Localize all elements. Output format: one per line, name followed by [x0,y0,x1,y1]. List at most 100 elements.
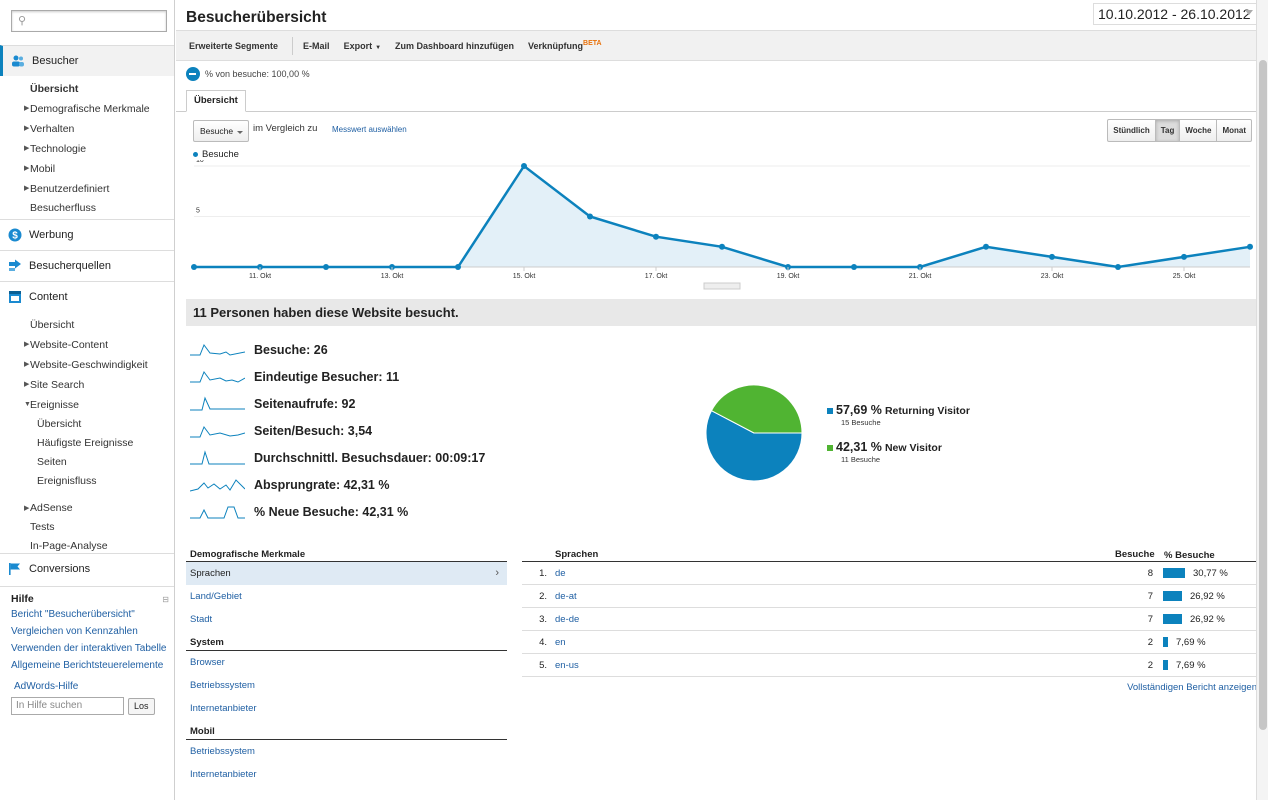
sidebar-item-adsense[interactable]: ▶AdSense [0,499,174,518]
data-point[interactable] [191,264,197,270]
sidebar-item-content-uebersicht[interactable]: Übersicht [30,319,75,331]
sidebar-item-ereignisfluss[interactable]: Ereignisfluss [37,475,97,487]
metric-row[interactable]: Besuche: 26 [190,336,485,363]
language-link[interactable]: de [555,568,566,579]
metric-row[interactable]: Seiten/Besuch: 3,54 [190,417,485,444]
data-point[interactable] [1049,253,1055,260]
row-language[interactable]: en [555,631,1115,653]
sidebar-item-geschwindigkeit[interactable]: ▶Website-Geschwindigkeit [0,355,174,375]
system-item-betriebssystem[interactable]: Betriebssystem [190,680,255,691]
sidebar-item-ereignisse-uebersicht[interactable]: Übersicht [37,418,82,430]
sidebar-item-verhalten[interactable]: ▶Verhalten [0,119,174,139]
metric-row[interactable]: Seitenaufrufe: 92 [190,390,485,417]
segment-toggle-icon[interactable] [186,67,200,81]
column-header-language[interactable]: Sprachen [555,549,599,560]
advanced-segments-button[interactable]: Erweiterte Segmente [189,40,279,51]
data-point[interactable] [653,233,659,240]
date-range-picker[interactable]: 10.10.2012 - 26.10.2012 [1093,3,1258,25]
sidebar-item-site-search[interactable]: ▶Site Search [0,375,174,395]
table-row[interactable]: 1. de 8 30,77 % [522,562,1257,585]
sidebar-item-in-page-analyse[interactable]: In-Page-Analyse [30,540,108,552]
table-row[interactable]: 5. en-us 2 7,69 % [522,654,1257,677]
sidebar-item-seiten[interactable]: Seiten [37,456,67,468]
shortcut-button[interactable]: VerknüpfungBETA [528,40,602,51]
data-point[interactable] [1181,253,1187,260]
demo-item-land[interactable]: Land/Gebiet [190,591,242,602]
table-row[interactable]: 2. de-at 7 26,92 % [522,585,1257,608]
granularity-week-button[interactable]: Woche [1180,119,1218,142]
sidebar-item-demografie[interactable]: ▶Demografische Merkmale [0,99,174,119]
visitor-type-pie-chart[interactable] [706,385,806,485]
sidebar-section-werbung[interactable]: $ Werbung [0,219,174,250]
collapse-icon[interactable]: ⊟ [162,595,169,604]
pie-slice[interactable] [706,410,803,482]
metric-row[interactable]: Eindeutige Besucher: 11 [190,363,485,390]
help-search-input[interactable]: In Hilfe suchen [11,697,124,715]
row-language[interactable]: de-de [555,608,1115,630]
column-header-pct[interactable]: % Besuche [1164,549,1215,561]
help-link[interactable]: Bericht "Besucherübersicht" [11,609,135,620]
metric-row[interactable]: Durchschnittl. Besuchsdauer: 00:09:17 [190,444,485,471]
full-report-link[interactable]: Vollständigen Bericht anzeigen [1127,682,1257,693]
sidebar-section-conversions[interactable]: Conversions [0,553,174,584]
data-point[interactable] [1115,264,1121,270]
help-search-button[interactable]: Los [128,697,155,715]
scrollbar[interactable] [1256,0,1268,800]
sidebar-item-website-content[interactable]: ▶Website-Content [0,335,174,355]
sidebar-item-ereignisse[interactable]: ▼Ereignisse [0,395,174,415]
help-link[interactable]: Allgemeine Berichtsteuerelemente [11,660,164,671]
metric-row[interactable]: Absprungrate: 42,31 % [190,471,485,498]
row-language[interactable]: en-us [555,654,1115,676]
row-language[interactable]: de [555,562,1115,584]
data-point[interactable] [983,243,989,250]
language-link[interactable]: de-de [555,614,580,625]
metric-row[interactable]: % Neue Besuche: 42,31 % [190,498,485,525]
system-item-internetanbieter[interactable]: Internetanbieter [190,703,257,714]
data-point[interactable] [455,264,461,270]
granularity-day-button[interactable]: Tag [1155,119,1181,142]
scrollbar-thumb[interactable] [1259,60,1267,730]
sidebar-section-content[interactable]: Content [0,281,174,312]
chart-resize-handle[interactable] [703,282,741,290]
data-point[interactable] [521,163,527,169]
sidebar-section-besucher[interactable]: Besucher [0,45,174,76]
sidebar-item-mobil[interactable]: ▶Mobil [0,159,174,179]
sidebar-item-haeufigste-ereignisse[interactable]: Häufigste Ereignisse [37,437,134,449]
sidebar-item-uebersicht[interactable]: Übersicht [30,83,79,95]
column-header-visits[interactable]: Besuche [1115,549,1155,560]
pie-slice[interactable] [710,385,803,434]
row-language[interactable]: de-at [555,585,1115,607]
data-point[interactable] [719,243,725,250]
demo-item-stadt[interactable]: Stadt [190,614,213,625]
language-link[interactable]: de-at [555,591,577,602]
sidebar-item-benutzerdefiniert[interactable]: ▶Benutzerdefiniert [0,179,174,199]
add-to-dashboard-button[interactable]: Zum Dashboard hinzufügen [395,40,515,51]
tab-overview[interactable]: Übersicht [186,90,246,112]
sidebar-item-besucherfluss[interactable]: Besucherfluss [30,202,96,214]
help-link[interactable]: Vergleichen von Kennzahlen [11,626,138,637]
metric-select[interactable]: Besuche [193,120,249,142]
sidebar-item-technologie[interactable]: ▶Technologie [0,139,174,159]
sidebar-section-besucherquellen[interactable]: Besucherquellen [0,250,174,281]
data-point[interactable] [851,264,857,270]
adwords-help-link[interactable]: AdWords-Hilfe [14,681,79,692]
email-button[interactable]: E-Mail [303,40,330,51]
table-row[interactable]: 4. en 2 7,69 % [522,631,1257,654]
granularity-hourly-button[interactable]: Stündlich [1107,119,1156,142]
system-item-browser[interactable]: Browser [190,657,225,668]
data-point[interactable] [587,213,593,220]
sidebar-item-tests[interactable]: Tests [30,521,55,533]
language-link[interactable]: en-us [555,660,579,671]
table-row[interactable]: 3. de-de 7 26,92 % [522,608,1257,631]
sidebar-search-input[interactable]: ⚲ [11,10,167,32]
demo-item-sprachen[interactable]: Sprachen [186,562,507,585]
help-link[interactable]: Verwenden der interaktiven Tabelle [11,643,167,654]
mobile-item-betriebssystem[interactable]: Betriebssystem [190,746,255,757]
mobile-item-internetanbieter[interactable]: Internetanbieter [190,769,257,780]
select-metric-link[interactable]: Messwert auswählen [332,125,407,134]
export-button[interactable]: Export ▼ [344,41,381,51]
granularity-month-button[interactable]: Monat [1217,119,1252,142]
data-point[interactable] [323,264,329,270]
visits-line-chart[interactable]: 5 10 11. Okt 13. Okt 15. Okt 17. Okt 19. Okt 21… [176,160,1268,290]
language-link[interactable]: en [555,637,566,648]
